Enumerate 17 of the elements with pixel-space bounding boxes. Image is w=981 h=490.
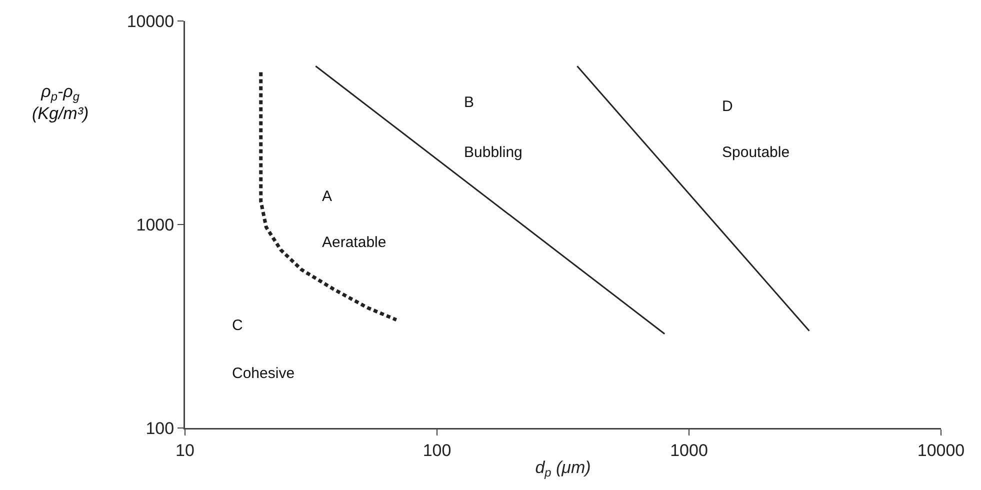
x-axis-title: d$_{p}$ (μm) — [535, 458, 591, 480]
y-axis-title: ρ$_{p}$-ρ$_{g}$ (Kg/m³) — [32, 82, 89, 124]
y-tick-label: 1000 — [136, 215, 174, 234]
x-tick-label: 10000 — [917, 440, 965, 460]
x-tick-label: 100 — [422, 440, 452, 460]
annotation: Bubbling — [464, 144, 522, 161]
annotation: A — [322, 188, 332, 205]
y-tick-label: 100 — [146, 418, 174, 438]
annotation: Cohesive — [232, 365, 295, 382]
y-tick-label: 10000 — [126, 12, 174, 31]
annotation: B — [464, 94, 474, 111]
x-tick-label: 1000 — [670, 440, 708, 460]
x-tick-label: 10 — [176, 440, 194, 460]
annotation: Aeratable — [322, 234, 386, 251]
annotation: C — [232, 317, 243, 334]
annotation: D — [722, 98, 733, 115]
annotation: Spoutable — [722, 144, 790, 161]
